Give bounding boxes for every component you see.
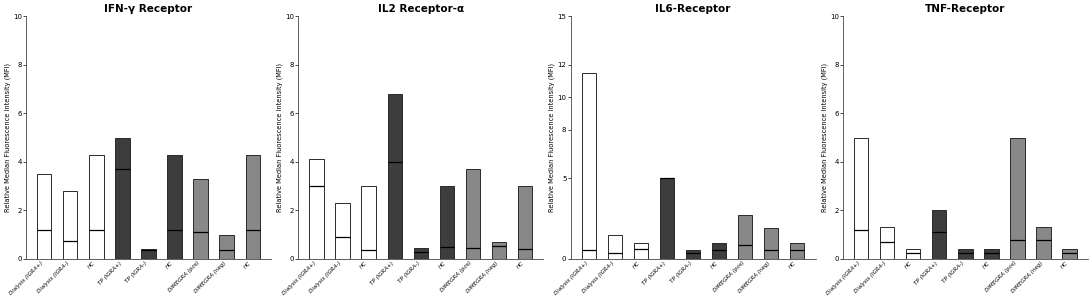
- Bar: [854, 138, 868, 259]
- Bar: [1010, 138, 1024, 259]
- Bar: [518, 186, 532, 259]
- Bar: [116, 138, 130, 259]
- Bar: [90, 154, 104, 259]
- Bar: [633, 243, 649, 259]
- Bar: [738, 215, 752, 259]
- Bar: [63, 191, 78, 259]
- Bar: [933, 210, 947, 259]
- Y-axis label: Relative Median Fluorescence Intensity (MFI): Relative Median Fluorescence Intensity (…: [549, 63, 556, 212]
- Bar: [1036, 227, 1051, 259]
- Bar: [193, 179, 207, 259]
- Title: IFN-γ Receptor: IFN-γ Receptor: [105, 4, 192, 14]
- Bar: [37, 174, 51, 259]
- Bar: [465, 169, 480, 259]
- Bar: [906, 249, 921, 259]
- Bar: [361, 186, 376, 259]
- Bar: [712, 243, 726, 259]
- Bar: [764, 228, 779, 259]
- Bar: [608, 235, 622, 259]
- Bar: [686, 250, 700, 259]
- Title: TNF-Receptor: TNF-Receptor: [925, 4, 1006, 14]
- Bar: [309, 160, 323, 259]
- Bar: [335, 203, 349, 259]
- Y-axis label: Relative Median Fluorescence Intensity (MFI): Relative Median Fluorescence Intensity (…: [4, 63, 11, 212]
- Bar: [388, 94, 402, 259]
- Title: IL6-Receptor: IL6-Receptor: [655, 4, 731, 14]
- Bar: [246, 154, 260, 259]
- Bar: [958, 249, 973, 259]
- Bar: [219, 235, 234, 259]
- Bar: [440, 186, 454, 259]
- Bar: [582, 73, 596, 259]
- Bar: [1063, 249, 1077, 259]
- Bar: [880, 227, 894, 259]
- Bar: [414, 248, 428, 259]
- Title: IL2 Receptor-α: IL2 Receptor-α: [378, 4, 464, 14]
- Bar: [141, 249, 156, 259]
- Y-axis label: Relative Median Fluorescence Intensity (MFI): Relative Median Fluorescence Intensity (…: [276, 63, 283, 212]
- Y-axis label: Relative Median Fluorescence Intensity (MFI): Relative Median Fluorescence Intensity (…: [821, 63, 828, 212]
- Bar: [491, 242, 506, 259]
- Bar: [984, 249, 998, 259]
- Bar: [167, 154, 181, 259]
- Bar: [791, 243, 805, 259]
- Bar: [660, 178, 674, 259]
